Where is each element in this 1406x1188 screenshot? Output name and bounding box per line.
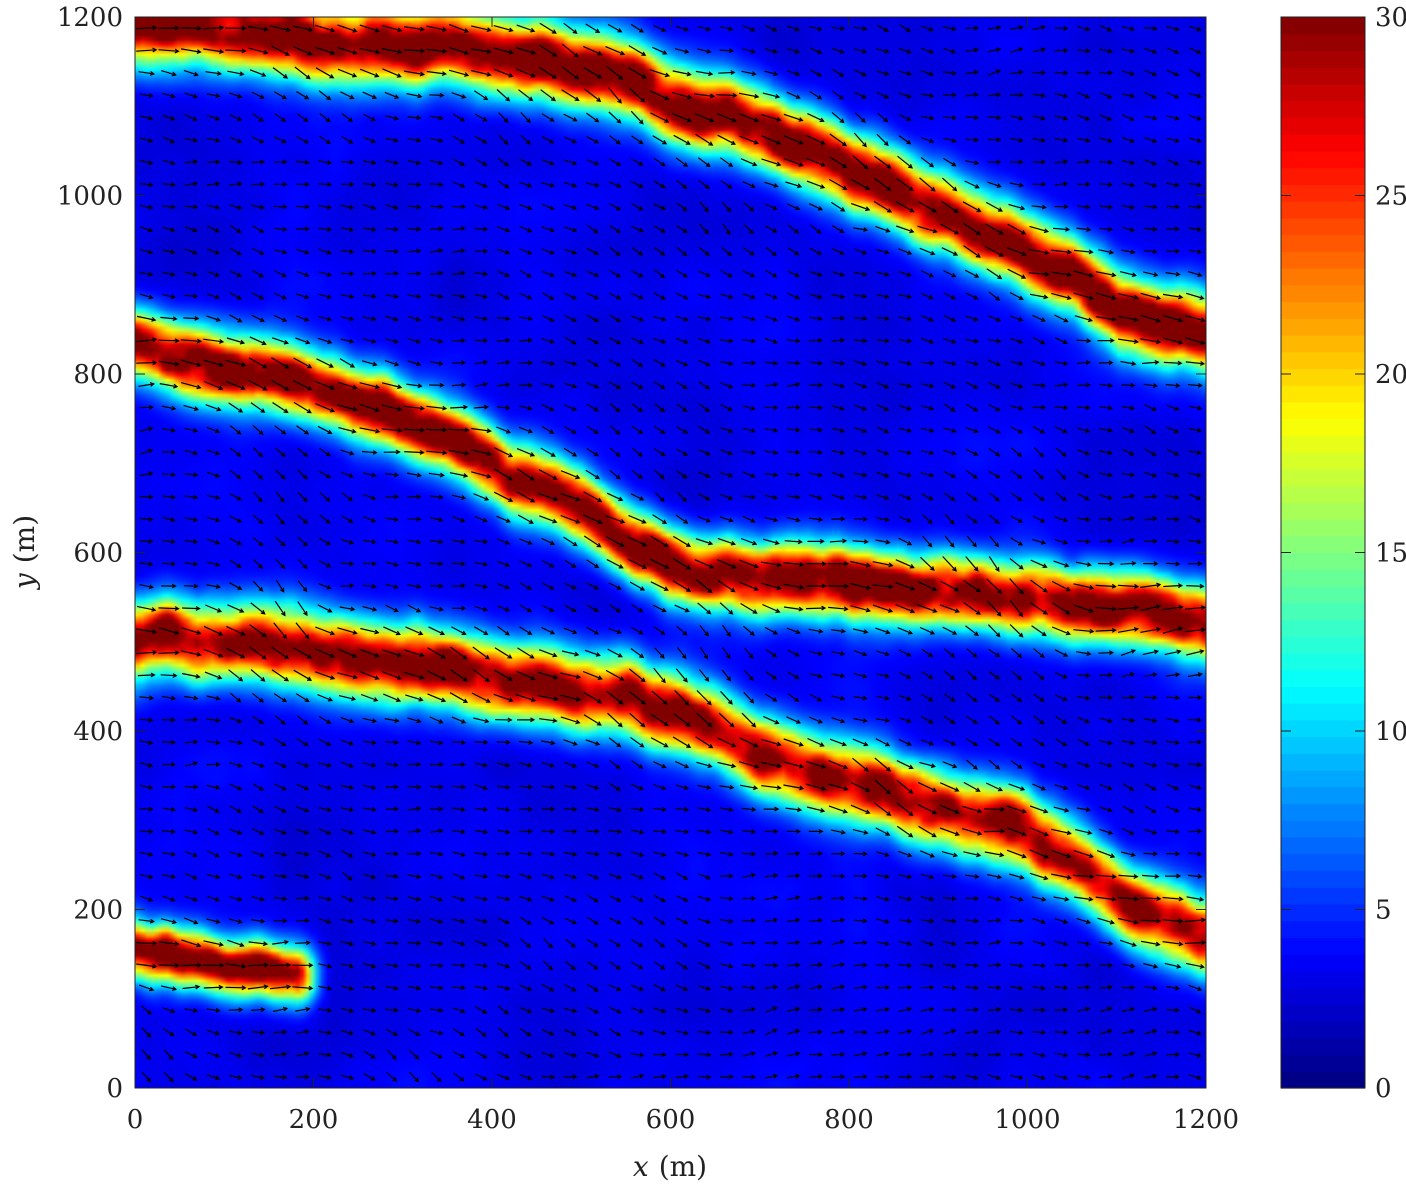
- colorbar-segment: [1281, 117, 1365, 135]
- y-tick-label: 1200: [57, 3, 123, 33]
- colorbar-segment: [1281, 552, 1365, 570]
- colorbar-segment: [1281, 502, 1365, 520]
- colorbar-segment: [1281, 1037, 1365, 1056]
- colorbar-segment: [1281, 887, 1365, 905]
- colorbar-segment: [1281, 619, 1365, 637]
- colorbar-segment: [1281, 736, 1365, 754]
- colorbar-tick-label: 25: [1375, 182, 1406, 212]
- colorbar-segment: [1281, 351, 1365, 370]
- colorbar-segment: [1281, 234, 1365, 252]
- colorbar-segment: [1281, 954, 1365, 972]
- colorbar-segment: [1281, 870, 1365, 888]
- colorbar-segment: [1281, 268, 1365, 286]
- colorbar-tick-label: 0: [1375, 1074, 1392, 1104]
- x-tick-label: 800: [824, 1105, 874, 1135]
- vector-arrow-paths: [136, 22, 1206, 1083]
- x-axis-label: x (m): [633, 1150, 707, 1183]
- colorbar-segment: [1281, 485, 1365, 503]
- colorbar-segment: [1281, 334, 1365, 353]
- vector-arrows: [136, 22, 1206, 1083]
- y-axis: 0 200 400 600 800 1000 1200: [57, 3, 1206, 1104]
- colorbar-segment: [1281, 719, 1365, 738]
- colorbar-segment: [1281, 184, 1365, 202]
- y-tick-label: 200: [73, 896, 123, 926]
- colorbar-segment: [1281, 452, 1365, 470]
- x-tick-label: 1200: [1173, 1105, 1239, 1135]
- colorbar-segment: [1281, 418, 1365, 436]
- y-tick-label: 400: [73, 717, 123, 747]
- colorbar-segment: [1281, 535, 1365, 554]
- colorbar-segment: [1281, 318, 1365, 336]
- x-tick-label: 400: [467, 1105, 517, 1135]
- colorbar-segment: [1281, 569, 1365, 587]
- colorbar-segment: [1281, 970, 1365, 989]
- y-tick-label: 600: [73, 539, 123, 569]
- colorbar-tick-label: 20: [1375, 360, 1406, 390]
- colorbar-segment: [1281, 67, 1365, 85]
- colorbar-segment: [1281, 853, 1365, 872]
- colorbar-segment: [1281, 686, 1365, 704]
- colorbar-segment: [1281, 836, 1365, 855]
- colorbar-segment: [1281, 803, 1365, 821]
- x-tick-label: 600: [646, 1105, 696, 1135]
- colorbar-segment: [1281, 786, 1365, 805]
- colorbar-segment: [1281, 368, 1365, 386]
- x-tick-label: 0: [127, 1105, 144, 1135]
- colorbar-segment: [1281, 1021, 1365, 1039]
- colorbar-segment: [1281, 585, 1365, 604]
- colorbar-segment: [1281, 669, 1365, 687]
- colorbar-segment: [1281, 301, 1365, 319]
- colorbar-tick-label: 10: [1375, 717, 1406, 747]
- colorbar-segment: [1281, 1054, 1365, 1072]
- colorbar-segment: [1281, 903, 1365, 922]
- colorbar-segment: [1281, 251, 1365, 269]
- x-tick-label: 1000: [994, 1105, 1060, 1135]
- colorbar-segment: [1281, 987, 1365, 1005]
- colorbar-segment: [1281, 920, 1365, 938]
- colorbar-segment: [1281, 385, 1365, 403]
- colorbar: 0 5 10 15 20 25 30: [1280, 3, 1406, 1104]
- colorbar-segment: [1281, 1071, 1365, 1089]
- colorbar-segment: [1281, 167, 1365, 185]
- colorbar-segment: [1281, 1004, 1365, 1022]
- colorbar-segment: [1281, 83, 1365, 102]
- colorbar-segment: [1281, 468, 1365, 487]
- colorbar-segment: [1281, 134, 1365, 152]
- colorbar-segment: [1281, 820, 1365, 838]
- colorbar-tick-label: 15: [1375, 539, 1406, 569]
- y-tick-label: 1000: [57, 182, 123, 212]
- colorbar-segment: [1281, 753, 1365, 771]
- colorbar-segment: [1281, 50, 1365, 68]
- colorbar-segment: [1281, 703, 1365, 721]
- colorbar-segment: [1281, 17, 1365, 35]
- colorbar-segment: [1281, 519, 1365, 537]
- colorbar-segment: [1281, 201, 1365, 219]
- colorbar-segment: [1281, 284, 1365, 303]
- heatmap-image: [135, 17, 1206, 1088]
- colorbar-tick-label: 30: [1375, 3, 1406, 33]
- colorbar-segment: [1281, 770, 1365, 788]
- colorbar-segment: [1281, 33, 1365, 52]
- y-axis-label: y(m): [8, 515, 41, 591]
- plot-area: [135, 17, 1206, 1088]
- colorbar-segment: [1281, 435, 1365, 453]
- colorbar-segment: [1281, 602, 1365, 621]
- colorbar-segment: [1281, 652, 1365, 671]
- x-tick-label: 200: [289, 1105, 339, 1135]
- x-axis: 0 200 400 600 800 1000 1200: [127, 17, 1239, 1135]
- colorbar-segment: [1281, 217, 1365, 236]
- colorbar-segment: [1281, 937, 1365, 955]
- colorbar-tick-label: 5: [1375, 896, 1392, 926]
- colorbar-segment: [1281, 100, 1365, 119]
- y-tick-label: 0: [106, 1074, 123, 1104]
- colorbar-segment: [1281, 636, 1365, 654]
- colorbar-segment: [1281, 401, 1365, 420]
- y-tick-label: 800: [73, 360, 123, 390]
- colorbar-segment: [1281, 150, 1365, 169]
